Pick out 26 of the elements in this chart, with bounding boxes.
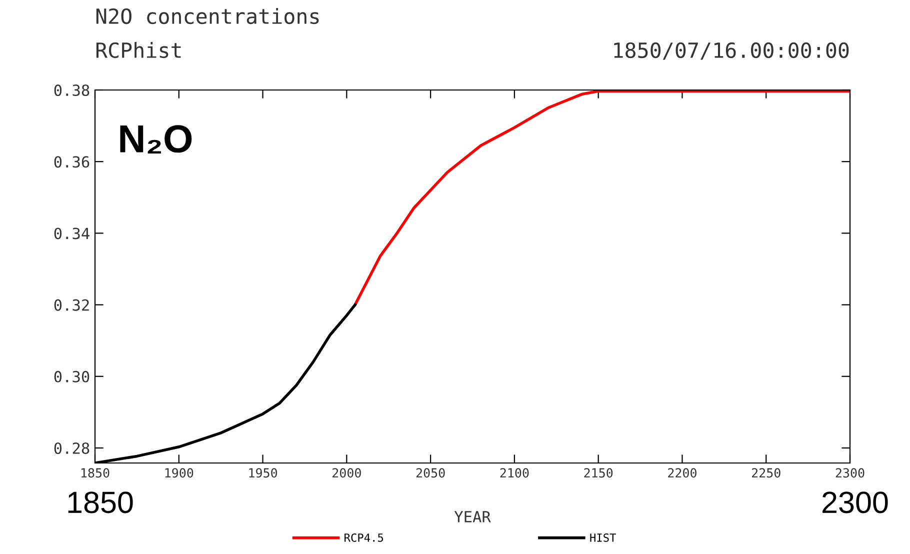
y-tick-label: 0.34 (54, 228, 90, 240)
x-tick-label: 2250 (752, 468, 780, 478)
x-axis-title: YEAR (454, 511, 491, 522)
y-tick-label: 0.30 (54, 370, 90, 382)
text: 1850 (68, 492, 133, 514)
x-tick-label: 2000 (332, 468, 361, 478)
legend-label: HIST (590, 533, 616, 542)
chart-subtitle: RCPhist (96, 42, 181, 58)
y-tick-label: 0.28 (54, 442, 90, 454)
x-tick-label: 2300 (836, 468, 864, 478)
y-tick-label: 0.38 (54, 84, 90, 96)
x-tick-label: 2200 (668, 468, 696, 478)
x-tick-label: 2050 (416, 468, 445, 478)
chart-title: N2O concentrations (96, 8, 319, 24)
x-tick-label: 1950 (249, 468, 278, 478)
text: 1850/07/16.00:00:00 (614, 42, 849, 60)
text: 2300 (822, 492, 888, 514)
line-series (354, 90, 850, 306)
legend-label: RCP4.5 (344, 533, 384, 542)
y-tick-label: 0.32 (54, 299, 89, 311)
x-tick-label: 2150 (584, 468, 613, 478)
x-tick-label: 1900 (165, 468, 194, 478)
annotation: N₂O (120, 125, 192, 154)
x-tick-label: 2100 (500, 468, 529, 478)
x-tick-label: 1850 (81, 468, 110, 478)
y-tick-label: 0.36 (54, 156, 90, 168)
